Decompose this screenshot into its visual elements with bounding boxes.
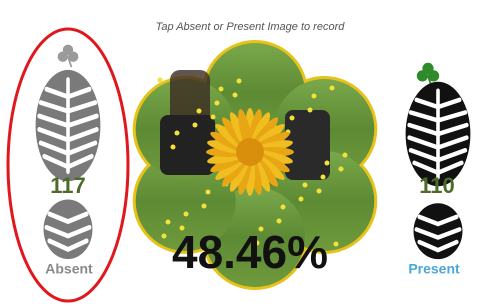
flower-part xyxy=(160,115,215,175)
flower-part xyxy=(339,167,344,172)
flower-part xyxy=(184,212,189,217)
absent-label: Absent xyxy=(45,261,93,277)
flower-part xyxy=(236,138,264,166)
flower-part xyxy=(290,116,295,121)
absent-count: 117 xyxy=(50,173,86,198)
flower-part xyxy=(219,87,224,92)
present-count: 110 xyxy=(419,173,455,198)
flower-part xyxy=(193,123,198,128)
flower-part xyxy=(317,189,322,194)
present-button[interactable]: 110 Present xyxy=(406,63,471,277)
flower-part xyxy=(325,161,330,166)
percentage: 48.46% xyxy=(172,226,328,278)
flower-part xyxy=(215,101,220,106)
flower-part xyxy=(237,79,242,84)
flower-part xyxy=(162,234,167,239)
flower-part xyxy=(175,131,180,136)
flower-part xyxy=(308,108,313,113)
flower-part xyxy=(285,110,330,180)
flower-part xyxy=(299,197,304,202)
flower-part xyxy=(158,78,163,83)
flower-part xyxy=(171,145,176,150)
flower-part xyxy=(281,205,286,210)
boot-print xyxy=(36,70,101,259)
clover-icon xyxy=(58,45,79,68)
flower-part xyxy=(206,190,211,195)
flower-part xyxy=(321,175,326,180)
flower-part xyxy=(202,204,207,209)
boot-print xyxy=(406,82,471,259)
instruction: Tap Absent or Present Image to record xyxy=(156,21,346,33)
present-label: Present xyxy=(408,261,460,277)
flower-part xyxy=(233,93,238,98)
flower-part xyxy=(330,86,335,91)
flower-part xyxy=(277,219,282,224)
absent-button[interactable]: 117 Absent xyxy=(8,29,128,301)
screen: Tap Absent or Present Image to record 11… xyxy=(0,0,495,307)
flower-part xyxy=(343,153,348,158)
flower-part xyxy=(303,183,308,188)
flower-part xyxy=(334,242,339,247)
flower-part xyxy=(312,94,317,99)
flower-part xyxy=(197,109,202,114)
flower-part xyxy=(166,220,171,225)
flower-part xyxy=(211,115,216,120)
